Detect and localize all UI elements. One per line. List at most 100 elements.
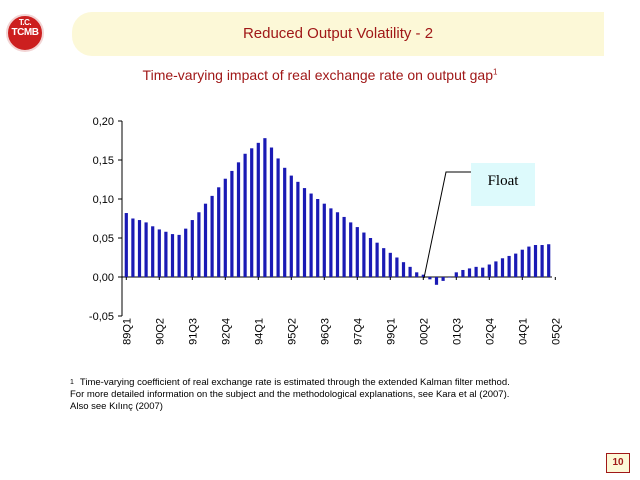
x-tick-label: 95Q2 [286, 318, 298, 345]
bar [507, 255, 511, 277]
bar [461, 269, 465, 277]
x-tick-label: 01Q3 [451, 318, 463, 345]
bar [494, 261, 498, 277]
bar [316, 199, 320, 277]
bar [428, 277, 432, 280]
y-tick-label: 0,05 [93, 233, 114, 245]
bar [164, 231, 168, 277]
y-tick-label: 0,10 [93, 194, 114, 206]
bar [533, 245, 538, 277]
bar [283, 167, 287, 277]
y-tick-label: 0,00 [93, 272, 114, 284]
bar [236, 162, 241, 277]
page-number: 10 [606, 453, 630, 473]
footnote-line-3: Also see Kılınç (2007) [70, 401, 163, 412]
bar [263, 138, 267, 277]
bar [329, 208, 333, 277]
x-tick-label: 05Q2 [550, 318, 562, 345]
bar-chart: -0,05 0,00 0,05 0,10 0,15 0,20 89Q1 90Q2 91Q3 92Q… [89, 116, 562, 345]
y-tick-label: 0,15 [93, 155, 114, 167]
bar [137, 220, 142, 277]
bar [355, 227, 359, 277]
bar [217, 187, 221, 277]
x-tick-label: 90Q2 [154, 318, 166, 345]
bar [454, 272, 458, 277]
bar [170, 234, 175, 277]
bar [408, 266, 412, 277]
footnote-mark: 1 [70, 379, 74, 386]
slide-title: Reduced Output Volatility - 2 [242, 25, 434, 42]
bar [296, 181, 300, 277]
bar [322, 203, 326, 277]
bar [243, 153, 247, 277]
bar [481, 267, 485, 277]
x-tick-label: 00Q2 [418, 318, 430, 345]
bar [335, 212, 340, 277]
bar [547, 244, 551, 277]
chart-title-text: Time-varying impact of real exchange rat… [142, 67, 493, 83]
tcmb-logo: T.C. TCMB [6, 14, 44, 52]
bar [527, 246, 531, 277]
bar [250, 148, 254, 277]
x-tick-label: 99Q1 [385, 318, 397, 345]
x-tick-label: 91Q3 [187, 318, 199, 345]
bar [500, 258, 505, 277]
bar [276, 158, 280, 277]
footnote: 1 Time-varying coefficient of real exchan… [70, 377, 580, 413]
footnote-text-1: Time-varying coefficient of real exchang… [79, 377, 510, 388]
bar [415, 272, 419, 277]
bar [514, 253, 518, 277]
y-tick-label: 0,20 [93, 116, 114, 128]
bar [197, 212, 201, 277]
float-annotation-box: Float [471, 163, 535, 206]
bar [177, 234, 181, 277]
bar [124, 213, 128, 277]
bar [448, 277, 452, 278]
bar [190, 220, 194, 277]
bar [474, 266, 478, 277]
bar [434, 277, 439, 285]
bar [203, 203, 208, 277]
x-tick-label: 04Q1 [517, 318, 529, 345]
float-annotation-label: Float [487, 173, 519, 189]
bar [144, 222, 148, 277]
x-tick-label: 97Q4 [352, 318, 364, 345]
bar [184, 228, 188, 277]
bar [388, 252, 392, 277]
bar [131, 218, 135, 277]
logo-top-text: T.C. [18, 18, 32, 27]
x-tick-label: 02Q4 [484, 318, 496, 345]
bar [382, 248, 386, 277]
bar [230, 170, 234, 277]
bar [210, 195, 214, 277]
bar [223, 178, 227, 277]
footnote-line-2: For more detailed information on the sub… [70, 389, 510, 400]
bar [302, 188, 307, 277]
bar [349, 222, 353, 277]
slide-title-bar: Reduced Output Volatility - 2 [72, 12, 604, 56]
chart-title-footnote-mark: 1 [493, 67, 498, 77]
bar [487, 264, 491, 277]
bar [309, 193, 313, 277]
footnote-line-1: 1 Time-varying coefficient of real exchan… [70, 377, 580, 389]
logo-letters: TCMB [11, 27, 39, 38]
bar [289, 175, 293, 277]
bar [269, 147, 274, 277]
chart-title: Time-varying impact of real exchange rat… [0, 67, 640, 83]
x-tick-label: 92Q4 [220, 318, 232, 345]
bar [520, 249, 524, 277]
bar [157, 229, 161, 277]
bar [467, 268, 472, 277]
x-tick-label: 96Q3 [319, 318, 331, 345]
bar [441, 277, 445, 281]
bar [395, 257, 399, 277]
bar [362, 232, 366, 277]
bar [540, 245, 544, 277]
bar [421, 274, 425, 277]
x-tick-label: 89Q1 [121, 318, 133, 345]
bar [368, 238, 373, 277]
bar [151, 226, 155, 277]
float-leader-line [423, 171, 471, 279]
bar [401, 262, 406, 277]
x-tick-label: 94Q1 [253, 318, 265, 345]
